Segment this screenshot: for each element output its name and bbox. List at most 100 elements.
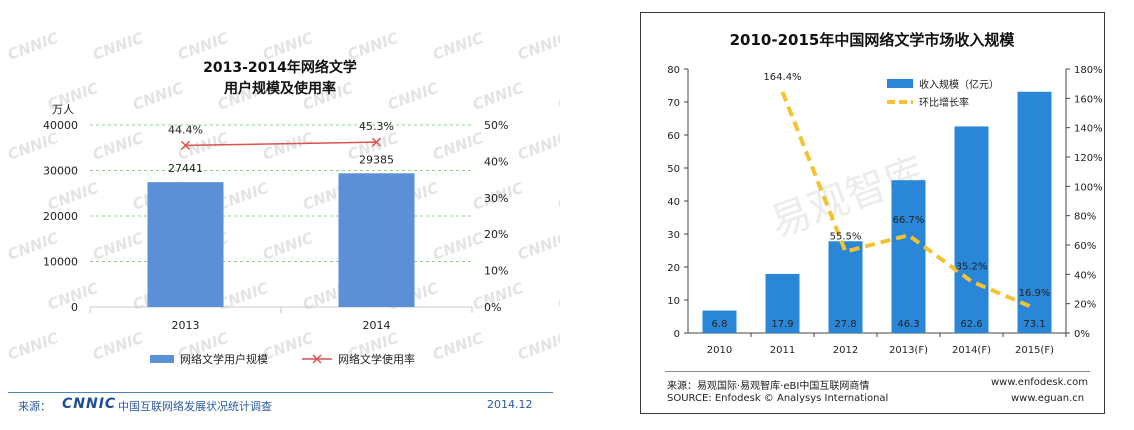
watermark-text: CNNIC xyxy=(5,329,61,364)
y2-tick-label: 60% xyxy=(1074,241,1096,252)
y2-tick-label: 0% xyxy=(1074,329,1090,340)
cnnic-logo: CNNIC xyxy=(62,396,117,412)
left-source-prefix: 来源： xyxy=(18,400,51,413)
left-source-org: 中国互联网络发展状况统计调查 xyxy=(118,400,272,413)
watermark-text: CNNIC xyxy=(555,279,560,314)
x-tick-label: 2014(F) xyxy=(952,345,991,356)
usage-rate-marker xyxy=(180,140,191,150)
watermark-text: CNNIC xyxy=(345,29,401,64)
left-chart: CNNIC CNNIC CNNIC CNNIC CNNIC CNNIC CNNIC CNNIC… xyxy=(5,29,611,366)
y-tick-label: 70 xyxy=(667,98,680,109)
watermark-text: CNNIC xyxy=(515,29,560,64)
watermark-text: CNNIC xyxy=(555,179,560,214)
watermark-text: CNNIC xyxy=(130,79,186,114)
y2-tick-label: 160% xyxy=(1074,94,1103,105)
usage-rate-label: 45.3% xyxy=(359,120,394,133)
legend-swatch-bar xyxy=(150,355,174,363)
legend-swatch-marker xyxy=(312,354,322,364)
y-tick-label: 10 xyxy=(667,296,680,307)
y-tick-label: 50 xyxy=(667,164,680,175)
y-tick-label: 10000 xyxy=(43,256,78,269)
watermark-text: CNNIC xyxy=(215,179,271,214)
y2-tick-label: 80% xyxy=(1074,212,1096,223)
x-tick-label: 2015(F) xyxy=(1015,345,1054,356)
bar-value-label: 62.6 xyxy=(960,319,982,330)
y-tick-label: 20000 xyxy=(43,210,78,223)
x-tick-label: 2012 xyxy=(833,345,858,356)
watermark-text: CNNIC xyxy=(430,229,486,264)
watermark-text: CNNIC xyxy=(260,229,316,264)
watermark-text: CNNIC xyxy=(45,179,101,214)
legend-label: 环比增长率 xyxy=(919,96,969,109)
y-tick-label: 30 xyxy=(667,230,680,241)
watermark-text: CNNIC xyxy=(175,29,231,64)
bar-value-label: 6.8 xyxy=(712,319,728,330)
y-axis-unit: 万人 xyxy=(52,103,74,116)
watermark-text: CNNIC xyxy=(515,229,560,264)
bar-value-label: 17.9 xyxy=(771,319,793,330)
chart-subtitle: 用户规模及使用率 xyxy=(224,80,336,97)
y-tick-label: 0 xyxy=(674,329,680,340)
watermark-text: CNNIC xyxy=(430,129,486,164)
watermark-text: CNNIC xyxy=(555,79,560,114)
left-source-date: 2014.12 xyxy=(487,398,533,411)
y2-tick-label: 50% xyxy=(484,119,508,132)
bar-value-label: 27441 xyxy=(168,162,203,175)
watermark-text: CNNIC xyxy=(515,329,560,364)
watermark-text: CNNIC xyxy=(515,129,560,164)
watermark-text: CNNIC xyxy=(260,129,316,164)
watermark-text: CNNIC xyxy=(90,229,146,264)
y-tick-label: 60 xyxy=(667,131,680,142)
watermark-text: CNNIC xyxy=(385,79,441,114)
bar xyxy=(765,273,800,333)
watermark-text: CNNIC xyxy=(90,29,146,64)
x-tick-label: 2010 xyxy=(707,345,732,356)
x-tick-label: 2014 xyxy=(363,319,391,332)
usage-rate-line xyxy=(185,141,377,147)
bar xyxy=(338,173,415,307)
usage-rate-label: 44.4% xyxy=(168,123,203,136)
y2-tick-label: 100% xyxy=(1074,182,1103,193)
y2-tick-label: 30% xyxy=(484,192,508,205)
y2-tick-label: 40% xyxy=(484,155,508,168)
y-tick-label: 20 xyxy=(667,263,680,274)
y-tick-label: 40000 xyxy=(43,119,78,132)
watermark-text: CNNIC xyxy=(260,29,316,64)
chart-title: 2013-2014年网络文学 xyxy=(203,59,357,76)
growth-rate-label: 55.5% xyxy=(830,232,862,243)
bar-value-label: 73.1 xyxy=(1023,319,1045,330)
y2-tick-label: 20% xyxy=(484,228,508,241)
y2-tick-label: 0% xyxy=(484,301,501,314)
right-chart-panel: 易观智库 2010-2015年中国网络文学市场收入规模 0 10 20 30 40 50 60 7… xyxy=(640,12,1105,414)
right-source-site1: www.enfodesk.com xyxy=(991,377,1088,388)
right-source-en: SOURCE: Enfodesk © Analysys Internationa… xyxy=(667,393,889,404)
bar xyxy=(891,180,926,333)
bar xyxy=(702,310,737,333)
x-tick-label: 2013 xyxy=(172,319,200,332)
watermark-text: CNNIC xyxy=(470,79,526,114)
x-tick-label: 2011 xyxy=(770,345,795,356)
y2-tick-label: 40% xyxy=(1074,270,1096,281)
bar-value-label: 27.8 xyxy=(834,319,856,330)
bar xyxy=(828,241,863,333)
growth-rate-label: 164.4% xyxy=(763,72,801,83)
usage-rate-marker xyxy=(371,137,382,147)
watermark-text: CNNIC xyxy=(430,329,486,364)
watermark-text: CNNIC xyxy=(90,329,146,364)
legend-label: 网络文学用户规模 xyxy=(180,352,268,366)
y-tick-label: 30000 xyxy=(43,165,78,178)
right-source-cn: 来源：易观国际·易观智库·eBI中国互联网商情 xyxy=(667,381,870,392)
watermark-text: CNNIC xyxy=(5,129,61,164)
legend-swatch-bar xyxy=(887,79,913,88)
y2-tick-label: 20% xyxy=(1074,300,1096,311)
watermark-text: CNNIC xyxy=(430,29,486,64)
growth-rate-line xyxy=(780,91,1036,311)
y2-tick-label: 180% xyxy=(1074,65,1103,76)
watermark-text: CNNIC xyxy=(5,29,61,64)
bar xyxy=(147,182,224,307)
y-tick-label: 40 xyxy=(667,197,680,208)
right-source-site2: www.eguan.cn xyxy=(1011,393,1085,404)
y2-tick-label: 10% xyxy=(484,265,508,278)
y-tick-label: 0 xyxy=(71,301,78,314)
legend-label: 网络文学使用率 xyxy=(338,352,415,366)
